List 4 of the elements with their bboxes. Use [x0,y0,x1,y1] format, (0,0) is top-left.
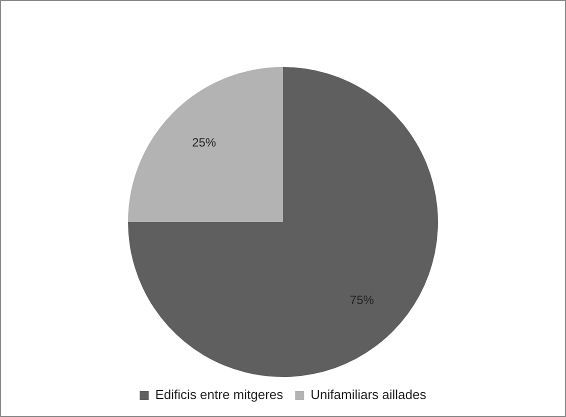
data-label: 25% [192,135,216,150]
legend-label: Edificis entre mitgeres [155,387,284,402]
legend-label: Unifamiliars aillades [310,387,427,402]
data-label: 75% [350,293,374,308]
